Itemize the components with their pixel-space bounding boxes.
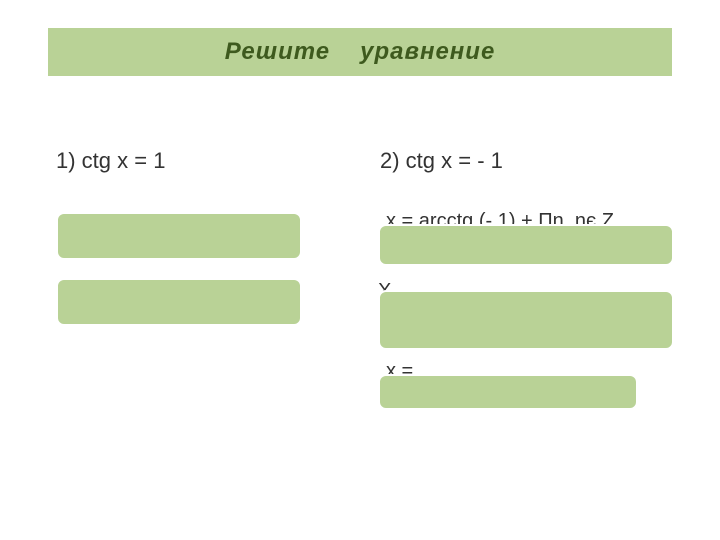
- answer-cover-2a[interactable]: [378, 224, 674, 266]
- problem-2-label: 2) ctg x = - 1: [380, 148, 503, 174]
- answer-cover-1b[interactable]: [56, 278, 302, 326]
- answer-cover-2b[interactable]: [378, 290, 674, 350]
- title-bar: Решите уравнение: [48, 28, 672, 76]
- title-word-1: Решите: [225, 38, 330, 65]
- title-text: Решите уравнение: [225, 38, 496, 66]
- title-word-2: уравнение: [360, 38, 495, 65]
- problem-1-label: 1) ctg x = 1: [56, 148, 165, 174]
- answer-cover-2c[interactable]: [378, 374, 638, 410]
- answer-cover-1a[interactable]: [56, 212, 302, 260]
